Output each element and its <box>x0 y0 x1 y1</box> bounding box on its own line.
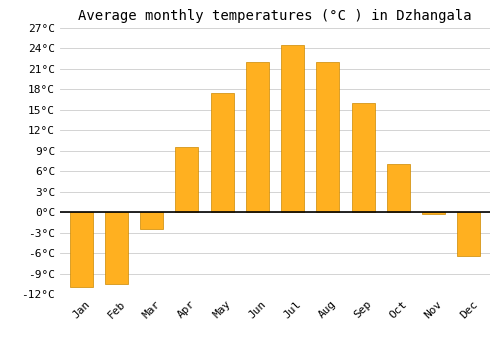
Bar <box>387 164 410 212</box>
Bar <box>140 212 163 229</box>
Title: Average monthly temperatures (°C ) in Dzhangala: Average monthly temperatures (°C ) in Dz… <box>78 9 472 23</box>
Bar <box>176 147 199 212</box>
Bar <box>281 45 304 212</box>
Bar <box>210 93 234 212</box>
Bar <box>316 62 340 212</box>
Bar <box>70 212 92 287</box>
Bar <box>352 103 374 212</box>
Bar <box>246 62 269 212</box>
Bar <box>422 212 445 214</box>
Bar <box>458 212 480 257</box>
Bar <box>105 212 128 284</box>
